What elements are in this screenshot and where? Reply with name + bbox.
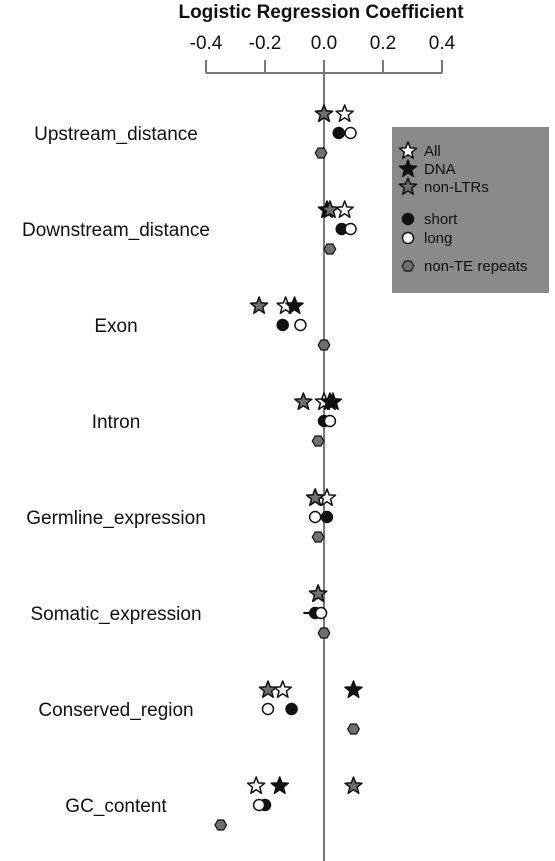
x-tick-label: 0.4 [429,33,456,54]
data-point [311,435,325,447]
legend-marker [398,159,418,178]
data-point [285,702,298,716]
x-tick-label: 0.0 [311,33,337,54]
data-point [314,147,328,159]
data-point [261,702,275,716]
data-point [335,104,354,123]
category-label: Exon [94,316,137,337]
category-label: GC_content [65,796,167,817]
category-label: Intron [92,412,141,433]
data-point [335,200,354,219]
data-point [323,243,337,255]
data-points [214,104,363,831]
data-point [308,584,328,603]
data-point [308,510,322,524]
category-label: Somatic_expression [30,604,201,625]
legend-marker [401,260,415,272]
chart-title: Logistic Regression Coefficient [178,2,464,23]
data-point [344,776,363,795]
legend-label: short [424,211,458,228]
data-point [246,776,266,795]
data-point [249,296,269,315]
data-point [214,819,228,831]
data-point [317,627,331,639]
category-label: Conserved_region [38,700,193,721]
category-label: Germline_expression [26,508,206,529]
data-point [323,392,343,411]
category-label: Downstream_distance [22,220,210,241]
data-point [305,488,325,507]
data-point [285,296,304,315]
data-point [273,680,293,699]
data-point [317,339,331,351]
legend-label: non-LTRs [424,179,489,196]
category-label: Upstream_distance [34,124,198,145]
data-point [323,414,337,428]
data-point [276,318,289,332]
data-point [344,680,363,699]
data-point [314,104,334,123]
data-point [252,798,266,812]
data-point [311,531,325,543]
x-tick-label: -0.2 [249,33,282,54]
data-point [320,200,340,219]
data-point [344,126,357,140]
legend-label: All [424,143,441,160]
data-point [314,606,328,620]
legend-marker [398,141,418,160]
data-point [332,126,345,140]
data-point [344,222,357,236]
legend-marker [401,231,415,245]
legend-label: DNA [424,161,456,178]
legend-label: non-TE repeats [424,258,527,275]
data-point [294,392,313,411]
data-point [347,723,360,735]
legend-marker [398,177,418,196]
legend-background [392,127,549,293]
x-axis: -0.4 -0.2 0.0 0.2 0.4 [190,33,456,861]
data-point [320,510,334,524]
legend-marker [401,212,415,226]
data-point [258,680,278,699]
data-point [294,318,307,332]
legend-label: long [424,230,452,247]
x-tick-label: -0.4 [190,33,223,54]
category-labels: Upstream_distance Downstream_distance Exon… [22,124,210,817]
data-point [270,776,290,795]
x-tick-label: 0.2 [370,33,396,54]
